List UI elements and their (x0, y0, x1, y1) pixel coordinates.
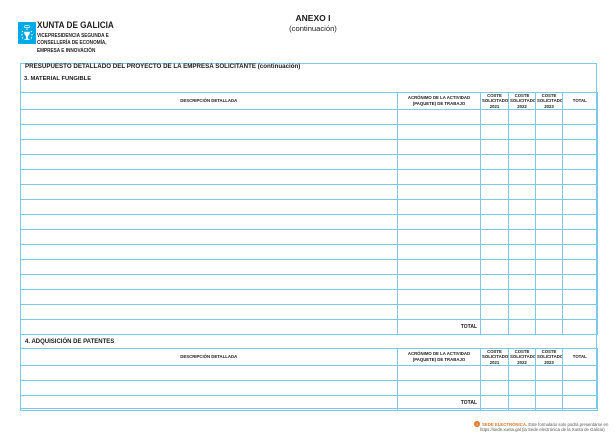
svg-text:i: i (476, 421, 477, 426)
